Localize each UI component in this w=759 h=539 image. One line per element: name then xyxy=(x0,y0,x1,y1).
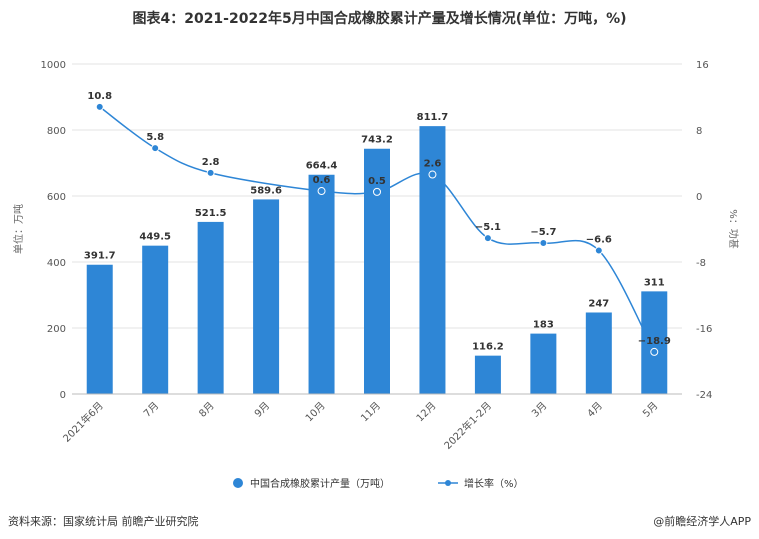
x-tick: 7月 xyxy=(141,400,161,420)
x-tick: 2021年6月 xyxy=(60,399,106,445)
bar xyxy=(308,174,335,394)
y-left-tick: 800 xyxy=(47,126,66,137)
x-tick: 10月 xyxy=(303,400,328,425)
line-point xyxy=(317,187,326,196)
bar-label: 664.4 xyxy=(306,161,338,172)
bar-label: 449.5 xyxy=(139,232,171,243)
legend-line-label: 增长率（%） xyxy=(464,477,524,490)
y-right-tick: 16 xyxy=(696,60,709,71)
x-tick: 9月 xyxy=(252,400,272,420)
growth-line xyxy=(99,106,655,353)
x-tick: 5月 xyxy=(640,400,660,420)
bar-label: 589.6 xyxy=(250,185,282,196)
line-point xyxy=(151,144,160,153)
line-label: −6.6 xyxy=(586,234,612,245)
y-right-tick: -8 xyxy=(696,258,706,269)
x-tick: 8月 xyxy=(197,400,217,420)
y-left-tick: 400 xyxy=(47,258,66,269)
source-note: 资料来源：国家统计局 前瞻产业研究院 xyxy=(8,515,199,528)
y-left-tick: 600 xyxy=(47,192,66,203)
y-left-tick: 1000 xyxy=(41,60,66,71)
legend-line-dot xyxy=(445,480,451,486)
y-right-tick: -24 xyxy=(696,390,712,401)
x-tick: 12月 xyxy=(414,400,439,425)
y-left-title: 单位：万吨 xyxy=(12,204,25,254)
line-label: 2.8 xyxy=(202,157,220,168)
bar xyxy=(197,221,224,394)
line-point xyxy=(594,246,603,255)
x-tick: 4月 xyxy=(585,400,605,420)
y-right-tick: 0 xyxy=(696,192,702,203)
line-label: −5.1 xyxy=(475,222,501,233)
bar xyxy=(474,355,501,394)
y-right-title: %：功甚 xyxy=(727,209,739,249)
line-label: −5.7 xyxy=(530,227,556,238)
bar-label: 521.5 xyxy=(195,208,227,219)
data-labels: 391.7 449.5 521.5 589.6 664.4 743.2 811.7 116.2… xyxy=(84,91,671,353)
y-right-tick: 8 xyxy=(696,126,702,137)
brand-note: @前瞻经济学人APP xyxy=(653,515,751,528)
y-left-tick: 0 xyxy=(60,390,66,401)
bar xyxy=(585,312,612,394)
bar xyxy=(530,333,557,394)
line-series xyxy=(95,102,659,356)
line-point xyxy=(483,234,492,243)
bar xyxy=(86,264,113,394)
x-tick: 3月 xyxy=(529,400,549,420)
line-point xyxy=(539,239,548,248)
line-point xyxy=(373,187,381,196)
line-label: −18.9 xyxy=(638,336,671,347)
y-right-tick: -16 xyxy=(696,324,712,335)
line-label: 2.6 xyxy=(424,159,442,170)
line-label: 0.5 xyxy=(368,176,386,187)
y-left-tick: 200 xyxy=(47,324,66,335)
bar xyxy=(142,245,169,394)
line-label: 5.8 xyxy=(146,132,164,143)
line-label: 10.8 xyxy=(87,91,112,102)
x-tick: 2022年1-2月 xyxy=(441,399,494,452)
bar-label: 311 xyxy=(644,277,665,288)
bar-label: 116.2 xyxy=(472,342,504,353)
legend-bar-marker xyxy=(233,478,243,488)
bar-series xyxy=(86,126,668,394)
line-point xyxy=(428,170,437,179)
line-point xyxy=(650,347,659,356)
line-point xyxy=(95,102,104,111)
bar-label: 811.7 xyxy=(417,112,449,123)
bar xyxy=(253,199,280,394)
line-label: 0.6 xyxy=(313,175,331,186)
legend: 中国合成橡胶累计产量（万吨） 增长率（%） xyxy=(233,477,524,490)
legend-bar-label: 中国合成橡胶累计产量（万吨） xyxy=(250,477,390,490)
line-point xyxy=(206,168,215,177)
x-tick: 11月 xyxy=(359,400,384,425)
bar-label: 183 xyxy=(533,320,554,331)
bar xyxy=(641,291,668,394)
bar-label: 391.7 xyxy=(84,251,116,262)
bar-label: 247 xyxy=(588,298,609,309)
bar-label: 743.2 xyxy=(361,135,393,146)
chart-title: 图表4：2021-2022年5月中国合成橡胶累计产量及增长情况(单位：万吨，%) xyxy=(132,11,627,27)
